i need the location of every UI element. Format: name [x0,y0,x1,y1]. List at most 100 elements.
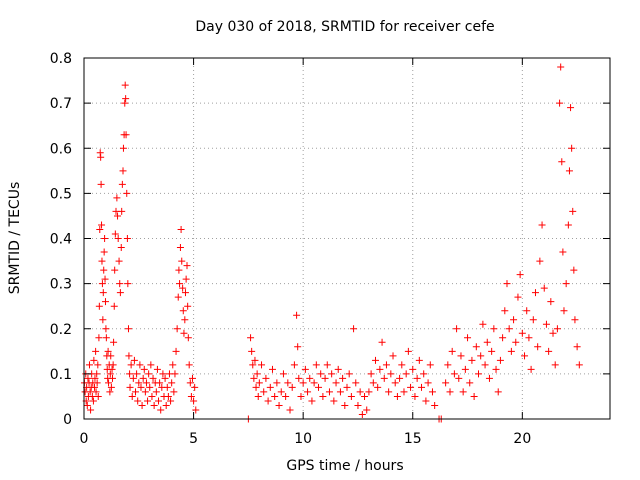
data-point [523,307,531,315]
grid [84,58,610,419]
data-point [531,289,539,297]
data-point [557,63,565,71]
data-point [570,266,578,274]
data-point [106,388,114,396]
data-point [98,221,106,229]
data-point [124,280,132,288]
data-point [556,99,564,107]
data-point [354,401,362,409]
data-point [181,316,189,324]
data-point [319,392,327,400]
data-point [181,289,189,297]
data-point [176,280,184,288]
data-point [123,189,131,197]
data-point [107,352,115,360]
data-point [350,325,358,333]
y-tick-label: 0.1 [50,367,72,383]
data-point [119,167,127,175]
data-point [116,280,124,288]
data-point [477,352,485,360]
data-point [356,388,364,396]
data-point [391,379,399,387]
data-point [161,374,169,382]
x-axis-label: GPS time / hours [286,458,403,474]
data-point [288,383,296,391]
data-point [174,293,182,301]
data-point [84,374,92,382]
data-point [457,352,465,360]
data-point [152,388,160,396]
data-point [95,334,103,342]
data-point [428,388,436,396]
data-point [559,248,567,256]
data-point [468,356,476,364]
data-point [571,316,579,324]
data-point [565,167,573,175]
data-point [387,370,395,378]
data-point [249,361,257,369]
data-point [560,307,568,315]
data-point [415,356,423,364]
data-point [155,397,163,405]
data-point [169,361,177,369]
data-point [99,316,107,324]
data-point [525,334,533,342]
data-point [450,370,458,378]
y-tick-label: 0.5 [50,186,72,202]
data-point [83,401,91,409]
data-point [562,280,570,288]
data-point [191,383,199,391]
data-point [490,325,498,333]
data-point [101,275,109,283]
data-point [180,329,188,337]
y-tick-label: 0.7 [50,96,72,112]
y-tick-label: 0.6 [50,141,72,157]
data-point [157,406,165,414]
data-point [88,392,96,400]
data-point [111,230,119,238]
data-point [466,379,474,387]
data-point [418,383,426,391]
data-point [382,361,390,369]
data-point [444,361,452,369]
data-point [130,356,138,364]
data-point [153,365,161,373]
data-point [86,388,94,396]
data-point [503,280,511,288]
data-point [514,293,522,301]
data-point [389,352,397,360]
y-tick-label: 0.3 [50,277,72,293]
data-point [100,248,108,256]
data-point [87,406,95,414]
y-tick-labels: 0 0.1 0.2 0.3 0.4 0.5 0.6 0.7 0.8 [50,51,72,428]
data-point [91,374,99,382]
data-point [172,347,180,355]
data-point [141,388,149,396]
data-point [510,316,518,324]
axis-ticks [83,57,610,420]
data-point [94,392,102,400]
data-point [140,365,148,373]
data-point [453,325,461,333]
data-point [529,316,537,324]
data-point [118,180,126,188]
data-point [341,401,349,409]
data-point [398,361,406,369]
data-point [496,356,504,364]
data-point [461,365,469,373]
x-tick-label: 20 [513,431,531,447]
data-point [252,383,260,391]
data-point [148,392,156,400]
data-point [521,352,529,360]
data-point [101,235,109,242]
data-point [485,374,493,382]
data-point [126,370,134,378]
data-point [330,397,338,405]
data-point [91,383,99,391]
data-point [475,370,482,378]
data-point [442,379,450,387]
data-point [325,388,333,396]
data-point [393,392,401,400]
data-point [93,370,101,378]
data-point [361,392,369,400]
